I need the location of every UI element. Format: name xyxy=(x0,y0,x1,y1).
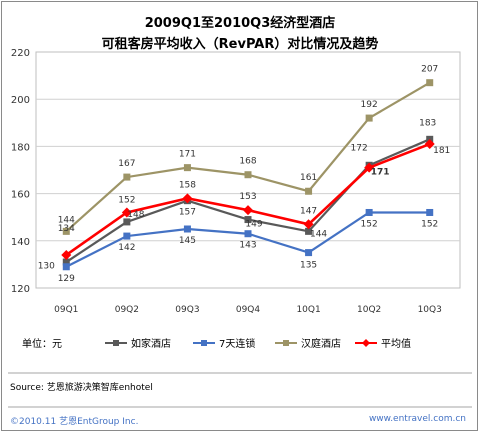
data-point xyxy=(426,208,434,216)
data-point xyxy=(62,227,70,235)
data-label: 152 xyxy=(118,195,135,205)
data-label: 145 xyxy=(179,236,196,246)
unit-label: 单位：元 xyxy=(22,337,62,350)
legend-label: 7天连锁 xyxy=(219,337,255,350)
data-point xyxy=(61,249,72,260)
y-tick-label: 180 xyxy=(11,142,30,153)
data-label: 183 xyxy=(419,118,436,128)
legend-label: 如家酒店 xyxy=(131,337,171,350)
data-point xyxy=(424,139,435,150)
legend-marker xyxy=(201,340,207,346)
data-label: 149 xyxy=(245,220,262,230)
data-label: 148 xyxy=(127,210,144,220)
data-label: 207 xyxy=(421,65,438,75)
x-tick-label: 09Q4 xyxy=(236,305,261,315)
x-tick-label: 10Q1 xyxy=(296,305,320,315)
data-point xyxy=(121,207,132,218)
data-point xyxy=(62,258,70,266)
data-label: 147 xyxy=(300,206,317,216)
data-label: 134 xyxy=(58,224,75,234)
data-label: 181 xyxy=(433,146,450,156)
x-tick-label: 10Q2 xyxy=(357,305,381,315)
x-tick-label: 10Q3 xyxy=(418,305,442,315)
data-label: 129 xyxy=(58,274,75,284)
data-label: 153 xyxy=(239,192,256,202)
data-point xyxy=(183,164,191,172)
y-tick-label: 120 xyxy=(11,284,30,295)
data-label: 144 xyxy=(58,215,75,225)
data-label: 144 xyxy=(310,229,327,239)
y-tick-label: 160 xyxy=(11,190,30,201)
data-label: 172 xyxy=(351,143,368,153)
data-label: 135 xyxy=(300,261,317,271)
data-point xyxy=(62,263,70,271)
data-label: 171 xyxy=(179,150,196,160)
data-label: 152 xyxy=(421,219,438,229)
data-point xyxy=(364,162,375,173)
y-tick-label: 200 xyxy=(11,95,30,106)
data-point xyxy=(244,171,252,179)
data-point xyxy=(365,114,373,122)
chart-title: 2009Q1至2010Q3经济型酒店 xyxy=(144,16,336,31)
data-point xyxy=(305,249,313,257)
data-label: 143 xyxy=(239,241,256,251)
data-point xyxy=(426,79,434,87)
data-point xyxy=(244,216,252,224)
data-label: 130 xyxy=(38,261,55,271)
y-tick-label: 140 xyxy=(11,237,30,248)
legend-marker xyxy=(113,340,119,346)
data-label: 157 xyxy=(179,208,196,218)
data-point xyxy=(244,230,252,238)
x-tick-label: 09Q2 xyxy=(115,305,139,315)
x-tick-label: 09Q1 xyxy=(54,305,78,315)
data-label: 192 xyxy=(361,100,378,110)
copyright: ©2010.11 艺恩EntGroup Inc. xyxy=(10,417,139,427)
plot-area xyxy=(35,51,461,289)
data-point xyxy=(305,227,313,235)
data-label: 168 xyxy=(239,157,256,167)
data-point xyxy=(183,225,191,233)
source-note: Source: 艺恩旅游决策智库enhotel xyxy=(10,383,153,393)
legend-marker xyxy=(362,339,370,347)
data-point xyxy=(243,205,253,216)
data-label: 167 xyxy=(118,159,135,169)
data-point xyxy=(365,208,373,216)
data-label: 171 xyxy=(371,168,390,178)
y-tick-label: 220 xyxy=(11,48,30,59)
x-tick-label: 09Q3 xyxy=(175,305,199,315)
data-point xyxy=(123,232,131,240)
data-point xyxy=(182,193,193,204)
legend-label: 汉庭酒店 xyxy=(301,337,341,350)
legend-marker xyxy=(283,340,289,346)
data-label: 158 xyxy=(179,180,196,190)
data-label: 142 xyxy=(118,243,135,253)
data-point xyxy=(123,173,131,181)
chart-subtitle: 可租客房平均收入（RevPAR）对比情况及趋势 xyxy=(101,37,379,52)
legend-label: 平均值 xyxy=(381,337,411,350)
website: www.entravel.com.cn xyxy=(368,414,466,424)
data-label: 152 xyxy=(361,219,378,229)
data-point xyxy=(123,218,131,226)
data-point xyxy=(305,187,313,195)
data-point xyxy=(303,219,314,230)
data-label: 161 xyxy=(300,173,317,183)
